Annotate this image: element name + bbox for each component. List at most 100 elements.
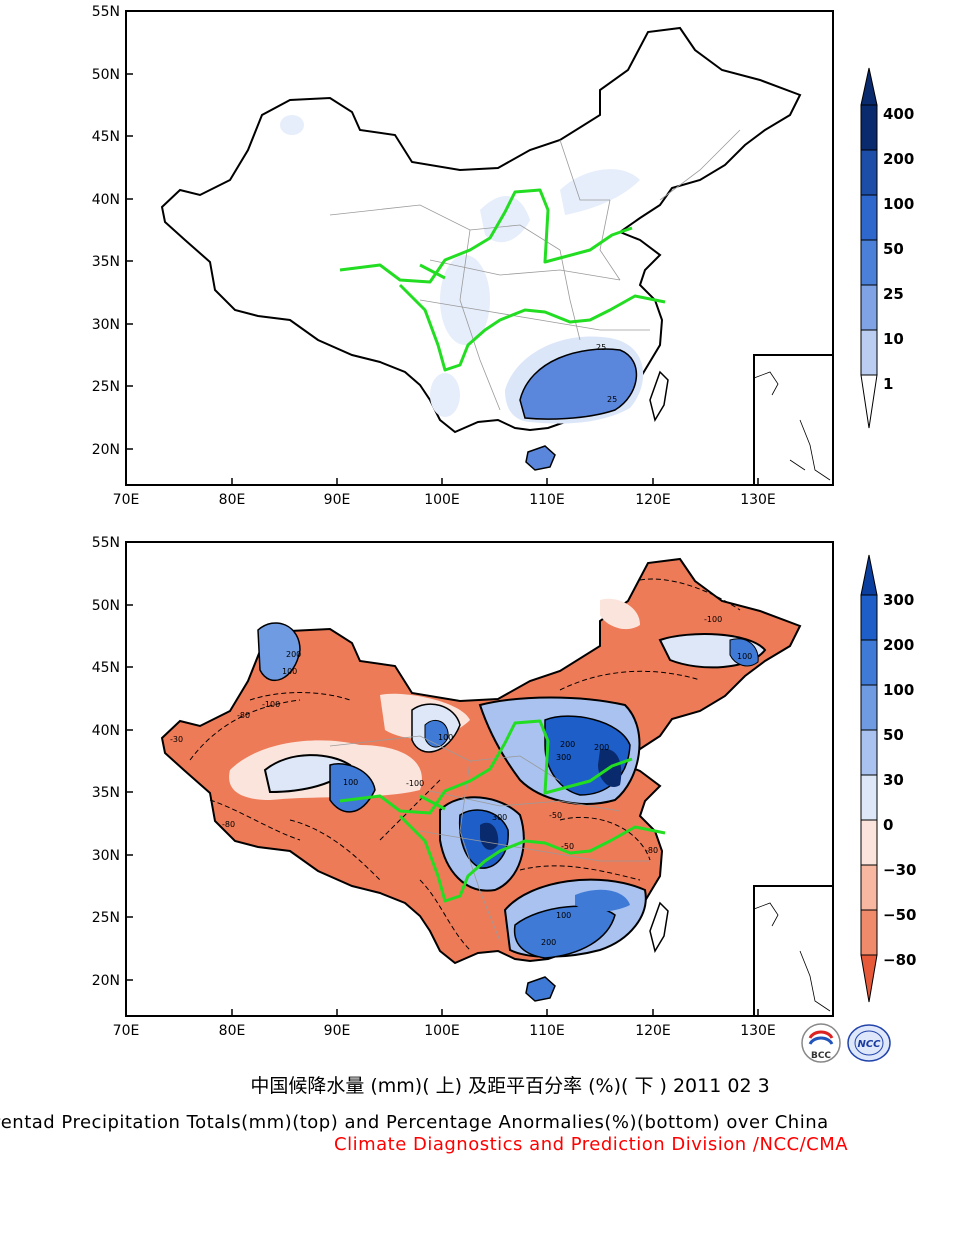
svg-text:100: 100	[883, 681, 914, 699]
svg-text:100: 100	[556, 911, 571, 920]
svg-text:120E: 120E	[635, 1023, 671, 1039]
latitude-labels: 55N 50N 45N 40N 35N 30N 25N 20N	[92, 4, 120, 458]
contour-label: 25	[596, 343, 606, 352]
svg-text:25: 25	[883, 285, 904, 303]
svg-text:-80: -80	[237, 711, 250, 720]
svg-text:55N: 55N	[92, 535, 120, 551]
svg-text:90E: 90E	[324, 1023, 351, 1039]
svg-text:100E: 100E	[424, 492, 460, 508]
svg-text:100E: 100E	[424, 1023, 460, 1039]
yangtze-river	[398, 814, 666, 903]
svg-text:80E: 80E	[219, 1023, 246, 1039]
svg-text:55N: 55N	[92, 4, 120, 20]
svg-text:-100: -100	[262, 700, 280, 709]
svg-text:80E: 80E	[219, 492, 246, 508]
svg-text:-80: -80	[222, 820, 235, 829]
svg-text:20N: 20N	[92, 442, 120, 458]
latitude-labels: 55N 50N 45N 40N 35N 30N 25N 20N	[92, 535, 120, 989]
south-china-sea-inset	[753, 885, 834, 1017]
svg-text:200: 200	[560, 740, 575, 749]
svg-text:30N: 30N	[92, 317, 120, 333]
svg-text:200: 200	[883, 636, 914, 654]
anomaly-regions	[229, 598, 767, 959]
svg-text:−80: −80	[883, 951, 916, 969]
precip-anomaly-map: 200 100 -80 -100 -80 100 -100 200 300 30…	[92, 535, 917, 1039]
svg-text:BCC: BCC	[811, 1051, 831, 1061]
svg-text:200: 200	[594, 743, 609, 752]
svg-text:-100: -100	[704, 615, 722, 624]
yangtze-river	[398, 283, 666, 372]
hainan-island	[525, 445, 556, 471]
svg-text:-30: -30	[170, 735, 183, 744]
svg-text:120E: 120E	[635, 492, 671, 508]
hainan-island	[525, 976, 556, 1002]
taiwan-island	[649, 370, 669, 422]
contour-labels: 200 100 -80 -100 -80 100 -100 200 300 30…	[170, 615, 752, 947]
svg-text:50: 50	[883, 240, 904, 258]
svg-text:200: 200	[883, 150, 914, 168]
svg-text:30N: 30N	[92, 848, 120, 864]
longitude-labels: 70E 80E 90E 100E 110E 120E 130E	[113, 1023, 776, 1039]
contour-label: 25	[607, 395, 617, 404]
svg-text:70E: 70E	[113, 1023, 140, 1039]
precip-colorbar: 400 200 100 50 25 10 1	[860, 67, 914, 429]
svg-text:100: 100	[343, 778, 358, 787]
svg-text:35N: 35N	[92, 254, 120, 270]
english-title: Pentad Precipitation Totals(mm)(top) and…	[0, 1112, 829, 1133]
svg-text:110E: 110E	[529, 492, 565, 508]
svg-text:50: 50	[883, 726, 904, 744]
province-borders	[329, 735, 650, 942]
svg-text:−50: −50	[883, 906, 916, 924]
svg-text:110E: 110E	[529, 1023, 565, 1039]
svg-text:-100: -100	[406, 779, 424, 788]
svg-text:100: 100	[737, 652, 752, 661]
svg-text:1: 1	[883, 375, 893, 393]
bcc-logo: BCC	[801, 1023, 841, 1063]
yellow-river	[339, 188, 633, 284]
chinese-title: 中国候降水量 (mm)( 上) 及距平百分率 (%)( 下 ) 2011 02 …	[250, 1075, 770, 1097]
svg-text:300: 300	[492, 813, 507, 822]
svg-text:25N: 25N	[92, 910, 120, 926]
svg-text:-50: -50	[561, 842, 574, 851]
svg-text:300: 300	[883, 591, 914, 609]
svg-text:35N: 35N	[92, 785, 120, 801]
svg-text:25N: 25N	[92, 379, 120, 395]
svg-text:40N: 40N	[92, 192, 120, 208]
svg-text:20N: 20N	[92, 973, 120, 989]
division-credit: Climate Diagnostics and Prediction Divis…	[334, 1134, 849, 1155]
svg-text:400: 400	[883, 105, 914, 123]
light-precip-areas	[280, 115, 640, 417]
svg-text:0: 0	[883, 816, 893, 834]
negative-contours	[189, 578, 741, 951]
svg-text:10: 10	[883, 330, 904, 348]
svg-text:130E: 130E	[740, 492, 776, 508]
svg-text:50N: 50N	[92, 67, 120, 83]
svg-text:200: 200	[541, 938, 556, 947]
svg-text:130E: 130E	[740, 1023, 776, 1039]
major-rivers	[339, 188, 666, 372]
svg-text:NCC: NCC	[857, 1039, 881, 1050]
svg-text:−30: −30	[883, 861, 916, 879]
svg-text:45N: 45N	[92, 660, 120, 676]
svg-text:200: 200	[286, 650, 301, 659]
svg-text:90E: 90E	[324, 492, 351, 508]
svg-text:100: 100	[883, 195, 914, 213]
longitude-labels: 70E 80E 90E 100E 110E 120E 130E	[113, 492, 776, 508]
svg-text:-50: -50	[549, 811, 562, 820]
ncc-logo: NCC	[847, 1024, 891, 1062]
svg-text:100: 100	[438, 733, 453, 742]
province-borders	[329, 129, 741, 411]
svg-text:-80: -80	[645, 846, 658, 855]
taiwan-island	[649, 901, 669, 953]
svg-text:100: 100	[282, 667, 297, 676]
anomaly-colorbar: 300 200 100 50 30 0 −30 −50 −80	[860, 554, 916, 1003]
svg-text:45N: 45N	[92, 129, 120, 145]
precip-totals-map: 25 25 55N 50N 45N 40N 35N 30N 25N 20N 70…	[92, 4, 915, 508]
svg-text:30: 30	[883, 771, 904, 789]
rain-region-south	[505, 336, 644, 424]
south-china-sea-inset	[753, 354, 834, 486]
svg-text:70E: 70E	[113, 492, 140, 508]
yellow-river	[339, 719, 633, 815]
svg-text:50N: 50N	[92, 598, 120, 614]
svg-text:40N: 40N	[92, 723, 120, 739]
